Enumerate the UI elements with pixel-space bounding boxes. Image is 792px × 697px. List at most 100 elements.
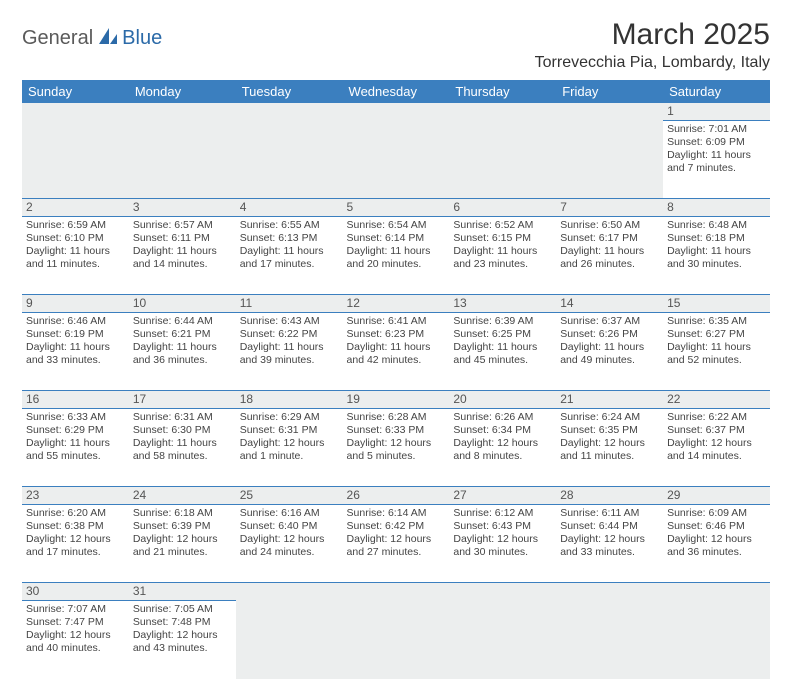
- day-number: 31: [129, 583, 236, 601]
- daylight-text: and 58 minutes.: [133, 450, 232, 463]
- logo: General Blue: [22, 26, 162, 51]
- sunset-text: Sunset: 6:38 PM: [26, 520, 125, 533]
- daylight-text: and 8 minutes.: [453, 450, 552, 463]
- day-number: 4: [236, 199, 343, 217]
- sunset-text: Sunset: 6:31 PM: [240, 424, 339, 437]
- sunset-text: Sunset: 6:37 PM: [667, 424, 766, 437]
- day-cell: Sunrise: 6:50 AMSunset: 6:17 PMDaylight:…: [556, 217, 663, 295]
- day-header-row: Sunday Monday Tuesday Wednesday Thursday…: [22, 80, 770, 103]
- sunset-text: Sunset: 6:21 PM: [133, 328, 232, 341]
- sunset-text: Sunset: 6:33 PM: [347, 424, 446, 437]
- day-cell: Sunrise: 6:16 AMSunset: 6:40 PMDaylight:…: [236, 505, 343, 583]
- day-number: [663, 583, 770, 601]
- daylight-text: Daylight: 12 hours: [560, 437, 659, 450]
- sunset-text: Sunset: 6:44 PM: [560, 520, 659, 533]
- sunrise-text: Sunrise: 6:41 AM: [347, 315, 446, 328]
- day-cell: Sunrise: 6:44 AMSunset: 6:21 PMDaylight:…: [129, 313, 236, 391]
- day-cell: Sunrise: 6:11 AMSunset: 6:44 PMDaylight:…: [556, 505, 663, 583]
- day-number: 24: [129, 487, 236, 505]
- sunrise-text: Sunrise: 6:37 AM: [560, 315, 659, 328]
- sunset-text: Sunset: 6:40 PM: [240, 520, 339, 533]
- day-number: 6: [449, 199, 556, 217]
- day-cell: [343, 121, 450, 199]
- day-cell: [449, 601, 556, 679]
- sunset-text: Sunset: 7:48 PM: [133, 616, 232, 629]
- day-number: [236, 583, 343, 601]
- sunrise-text: Sunrise: 7:01 AM: [667, 123, 766, 136]
- daylight-text: and 42 minutes.: [347, 354, 446, 367]
- sunset-text: Sunset: 6:22 PM: [240, 328, 339, 341]
- daylight-text: Daylight: 11 hours: [26, 245, 125, 258]
- daylight-text: and 23 minutes.: [453, 258, 552, 271]
- daylight-text: Daylight: 11 hours: [667, 341, 766, 354]
- day-cell: Sunrise: 6:22 AMSunset: 6:37 PMDaylight:…: [663, 409, 770, 487]
- day-number: 3: [129, 199, 236, 217]
- sunset-text: Sunset: 6:27 PM: [667, 328, 766, 341]
- col-thursday: Thursday: [449, 80, 556, 103]
- daylight-text: and 7 minutes.: [667, 162, 766, 175]
- week-row: Sunrise: 7:07 AMSunset: 7:47 PMDaylight:…: [22, 601, 770, 679]
- day-number: 23: [22, 487, 129, 505]
- location: Torrevecchia Pia, Lombardy, Italy: [535, 54, 770, 72]
- daylight-text: Daylight: 11 hours: [453, 341, 552, 354]
- daylight-text: and 1 minute.: [240, 450, 339, 463]
- sunrise-text: Sunrise: 6:31 AM: [133, 411, 232, 424]
- day-number: [556, 583, 663, 601]
- sunset-text: Sunset: 6:39 PM: [133, 520, 232, 533]
- daylight-text: Daylight: 11 hours: [667, 245, 766, 258]
- daylight-text: and 11 minutes.: [560, 450, 659, 463]
- calendar-page: General Blue March 2025 Torrevecchia Pia…: [0, 0, 792, 697]
- day-cell: [236, 601, 343, 679]
- col-tuesday: Tuesday: [236, 80, 343, 103]
- sunset-text: Sunset: 6:29 PM: [26, 424, 125, 437]
- day-number: 8: [663, 199, 770, 217]
- day-cell: Sunrise: 6:31 AMSunset: 6:30 PMDaylight:…: [129, 409, 236, 487]
- sunrise-text: Sunrise: 6:12 AM: [453, 507, 552, 520]
- day-number: 22: [663, 391, 770, 409]
- day-number: 9: [22, 295, 129, 313]
- sunset-text: Sunset: 6:19 PM: [26, 328, 125, 341]
- day-number-row: 23242526272829: [22, 487, 770, 505]
- day-number: 1: [663, 103, 770, 121]
- daylight-text: Daylight: 11 hours: [347, 341, 446, 354]
- day-number: 29: [663, 487, 770, 505]
- daylight-text: Daylight: 12 hours: [560, 533, 659, 546]
- day-number: 28: [556, 487, 663, 505]
- logo-text-blue: Blue: [122, 27, 162, 50]
- sunset-text: Sunset: 6:30 PM: [133, 424, 232, 437]
- day-number: 17: [129, 391, 236, 409]
- sunset-text: Sunset: 6:13 PM: [240, 232, 339, 245]
- day-number: 15: [663, 295, 770, 313]
- day-number-row: 3031: [22, 583, 770, 601]
- daylight-text: and 36 minutes.: [667, 546, 766, 559]
- day-number: 27: [449, 487, 556, 505]
- col-monday: Monday: [129, 80, 236, 103]
- sunrise-text: Sunrise: 6:11 AM: [560, 507, 659, 520]
- col-friday: Friday: [556, 80, 663, 103]
- sunrise-text: Sunrise: 6:44 AM: [133, 315, 232, 328]
- day-cell: Sunrise: 6:24 AMSunset: 6:35 PMDaylight:…: [556, 409, 663, 487]
- sunset-text: Sunset: 7:47 PM: [26, 616, 125, 629]
- day-cell: Sunrise: 6:26 AMSunset: 6:34 PMDaylight:…: [449, 409, 556, 487]
- sunset-text: Sunset: 6:10 PM: [26, 232, 125, 245]
- day-cell: Sunrise: 6:37 AMSunset: 6:26 PMDaylight:…: [556, 313, 663, 391]
- day-cell: Sunrise: 6:59 AMSunset: 6:10 PMDaylight:…: [22, 217, 129, 295]
- daylight-text: and 30 minutes.: [453, 546, 552, 559]
- week-row: Sunrise: 6:46 AMSunset: 6:19 PMDaylight:…: [22, 313, 770, 391]
- day-number: 16: [22, 391, 129, 409]
- daylight-text: Daylight: 12 hours: [133, 629, 232, 642]
- day-cell: Sunrise: 6:33 AMSunset: 6:29 PMDaylight:…: [22, 409, 129, 487]
- daylight-text: and 14 minutes.: [667, 450, 766, 463]
- sunset-text: Sunset: 6:42 PM: [347, 520, 446, 533]
- sunrise-text: Sunrise: 6:50 AM: [560, 219, 659, 232]
- day-number: [343, 583, 450, 601]
- sunset-text: Sunset: 6:18 PM: [667, 232, 766, 245]
- calendar-table: Sunday Monday Tuesday Wednesday Thursday…: [22, 80, 770, 679]
- day-cell: [449, 121, 556, 199]
- sunrise-text: Sunrise: 6:22 AM: [667, 411, 766, 424]
- daylight-text: Daylight: 11 hours: [133, 437, 232, 450]
- week-row: Sunrise: 6:59 AMSunset: 6:10 PMDaylight:…: [22, 217, 770, 295]
- day-number: 21: [556, 391, 663, 409]
- sunset-text: Sunset: 6:34 PM: [453, 424, 552, 437]
- day-number-row: 2345678: [22, 199, 770, 217]
